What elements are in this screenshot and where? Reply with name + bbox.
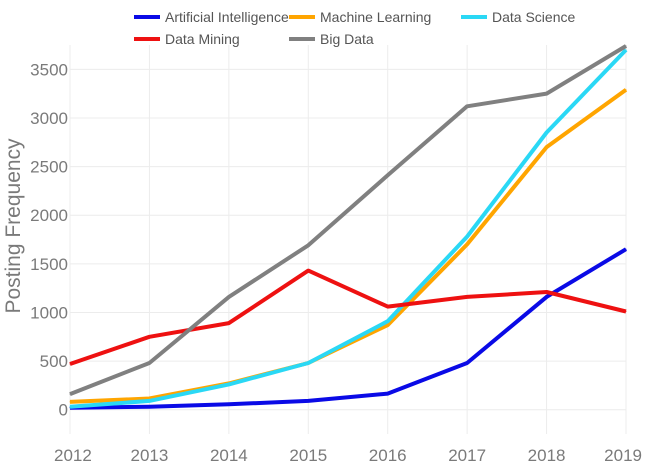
data-point	[466, 243, 468, 245]
data-point	[228, 383, 230, 385]
data-point	[307, 400, 309, 402]
legend-item: Data Mining	[134, 31, 240, 47]
data-point	[69, 406, 71, 408]
grid	[69, 45, 627, 434]
data-point	[307, 270, 309, 272]
legend-label: Big Data	[320, 31, 374, 47]
data-point	[546, 93, 548, 95]
y-tick-label: 3000	[30, 109, 68, 128]
y-tick-label: 0	[59, 401, 68, 420]
data-point	[546, 132, 548, 134]
y-axis-ticks: 0 500 1000 1500 2000 2500 3000 3500	[30, 60, 68, 419]
data-point	[387, 324, 389, 326]
y-tick-label: 2000	[30, 206, 68, 225]
x-tick-label: 2016	[369, 446, 407, 465]
data-point	[625, 248, 627, 250]
x-tick-label: 2019	[604, 446, 642, 465]
y-tick-label: 500	[40, 352, 68, 371]
series-line-data-mining	[69, 268, 627, 366]
data-point	[625, 49, 627, 51]
data-point	[466, 296, 468, 298]
data-point	[546, 146, 548, 148]
y-tick-label: 3500	[30, 60, 68, 79]
data-point	[387, 174, 389, 176]
data-point	[307, 362, 309, 364]
data-point	[228, 322, 230, 324]
legend-label: Data Mining	[165, 31, 240, 47]
legend-label: Data Science	[492, 9, 575, 25]
y-axis-title: Posting Frequency	[2, 138, 25, 314]
y-tick-label: 1500	[30, 255, 68, 274]
data-point	[625, 89, 627, 91]
data-point	[625, 45, 627, 47]
series-line-data-science	[69, 48, 628, 409]
series-line-big-data	[69, 44, 628, 396]
data-point	[148, 398, 150, 400]
series-line-artificial-intelligence	[69, 247, 628, 410]
series-lines	[69, 44, 628, 410]
data-point	[148, 336, 150, 338]
data-point	[69, 363, 71, 365]
data-point	[625, 310, 627, 312]
y-tick-label: 2500	[30, 158, 68, 177]
data-point	[148, 406, 150, 408]
y-tick-label: 1000	[30, 303, 68, 322]
x-axis-ticks: 2012 2013 2014 2015 2016 2017 2018 2019	[54, 446, 642, 465]
data-point	[387, 306, 389, 308]
x-tick-label: 2012	[54, 446, 92, 465]
data-point	[228, 403, 230, 405]
data-point	[148, 400, 150, 402]
data-point	[546, 291, 548, 293]
legend-item: Big Data	[289, 31, 374, 47]
data-point	[387, 320, 389, 322]
data-point	[466, 236, 468, 238]
x-tick-label: 2013	[131, 446, 169, 465]
data-point	[69, 393, 71, 395]
legend: Artificial Intelligence Machine Learning D…	[134, 9, 575, 47]
data-point	[148, 362, 150, 364]
data-point	[228, 296, 230, 298]
legend-label: Artificial Intelligence	[165, 9, 289, 25]
x-tick-label: 2014	[210, 446, 248, 465]
legend-label: Machine Learning	[320, 9, 431, 25]
data-point	[466, 105, 468, 107]
data-point	[387, 393, 389, 395]
legend-item: Machine Learning	[289, 9, 431, 25]
data-point	[546, 296, 548, 298]
x-tick-label: 2018	[528, 446, 566, 465]
x-tick-label: 2015	[289, 446, 327, 465]
data-point	[466, 362, 468, 364]
legend-item: Artificial Intelligence	[134, 9, 289, 25]
legend-item: Data Science	[461, 9, 575, 25]
x-tick-label: 2017	[448, 446, 486, 465]
data-point	[69, 401, 71, 403]
data-point	[307, 244, 309, 246]
